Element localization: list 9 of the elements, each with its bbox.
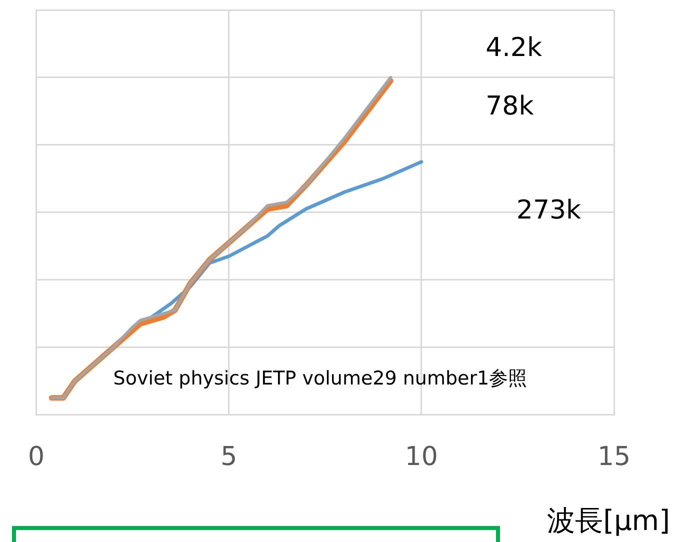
- x-tick-label: 15: [597, 442, 631, 472]
- text: 273k: [516, 196, 582, 226]
- text: 78k: [486, 92, 534, 122]
- x-axis-title: 波長[μm]: [547, 503, 670, 539]
- x-tick-label: 0: [28, 442, 45, 472]
- annotation: Soviet physics JETP volume29 number1参照: [113, 368, 528, 390]
- x-tick-label: 5: [220, 442, 238, 472]
- text: 4.2k: [486, 33, 542, 64]
- x-tick-label: 10: [404, 442, 438, 472]
